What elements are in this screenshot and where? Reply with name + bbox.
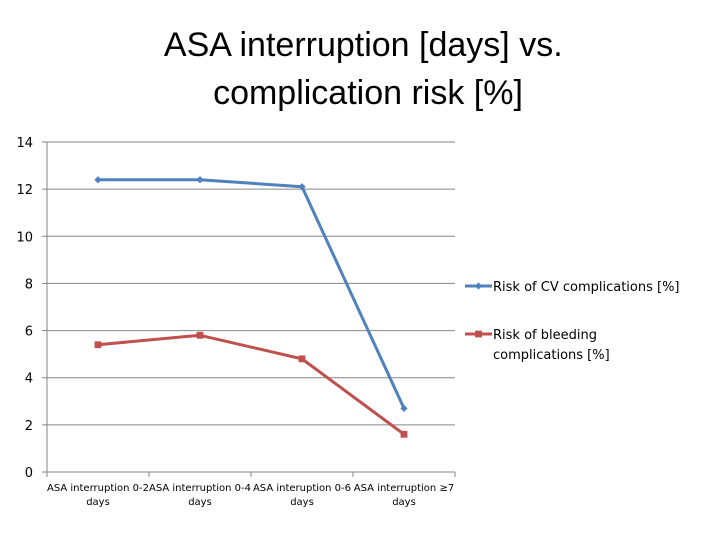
chart-title-line-1: ASA interruption [days] vs. xyxy=(164,26,563,64)
x-tick-label-3-line-1: ASA interuption 0-6 xyxy=(253,483,351,494)
y-tick-label-4: 4 xyxy=(25,372,33,387)
series-2-point-2 xyxy=(196,331,204,339)
y-tick-label-0: 0 xyxy=(25,466,33,481)
x-tick-label-1: ASA interruption 0-2 days xyxy=(47,483,149,508)
y-axis-tick-labels: 0 2 4 6 8 10 12 14 xyxy=(16,136,33,481)
x-tick-label-1-line-1: ASA interruption 0-2 xyxy=(47,483,149,494)
y-tick-label-8: 8 xyxy=(25,277,33,292)
x-tick-label-2: ASA interruption 0-4 days xyxy=(149,483,251,508)
x-tick-label-4: ASA interruption ≥7 days xyxy=(354,483,454,508)
series-2-point-3 xyxy=(298,355,306,363)
legend-label-2-line-2: complications [%] xyxy=(493,348,610,363)
series-1 xyxy=(94,176,408,412)
chart-title: ASA interruption [days] vs. complication… xyxy=(164,26,572,112)
legend-label-2-line-1: Risk of bleeding xyxy=(493,328,597,343)
legend-swatch-marker-2 xyxy=(475,330,482,338)
legend-swatch-marker-1 xyxy=(474,282,483,290)
y-tick-label-10: 10 xyxy=(16,230,33,245)
y-tick-label-12: 12 xyxy=(16,183,33,198)
y-tick-label-2: 2 xyxy=(25,419,33,434)
legend-item-2: Risk of bleeding complications [%] xyxy=(465,328,610,363)
legend-item-1: Risk of CV complications [%] xyxy=(465,280,680,295)
x-tick-label-2-line-2: days xyxy=(188,497,212,508)
legend: Risk of CV complications [%] Risk of blee… xyxy=(465,280,680,363)
series-group xyxy=(94,176,408,438)
x-tick-label-1-line-2: days xyxy=(86,497,110,508)
series-1-point-4 xyxy=(400,404,408,412)
series-1-point-1 xyxy=(94,176,102,184)
x-tick-label-4-line-1: ASA interruption ≥7 xyxy=(354,483,454,494)
legend-label-1-line-1: Risk of CV complications [%] xyxy=(493,280,680,295)
series-2-point-1 xyxy=(94,341,102,349)
series-2-line xyxy=(97,333,405,436)
x-tick-label-4-line-2: days xyxy=(392,497,416,508)
gridlines xyxy=(47,141,455,426)
legend-label-1: Risk of CV complications [%] xyxy=(493,280,680,295)
chart-title-line-2: complication risk [%] xyxy=(213,74,523,112)
series-1-point-3 xyxy=(298,183,306,191)
axes xyxy=(42,141,456,477)
series-1-line xyxy=(98,178,406,409)
series-1-point-2 xyxy=(196,176,204,184)
series-2-point-4 xyxy=(400,430,408,438)
x-tick-label-3: ASA interuption 0-6 days xyxy=(253,483,351,508)
series-2 xyxy=(94,331,408,438)
legend-label-2: Risk of bleeding complications [%] xyxy=(493,328,610,363)
x-tick-label-3-line-2: days xyxy=(290,497,314,508)
y-tick-label-6: 6 xyxy=(25,325,33,340)
y-tick-label-14: 14 xyxy=(16,136,33,151)
x-tick-label-2-line-1: ASA interruption 0-4 xyxy=(149,483,251,494)
